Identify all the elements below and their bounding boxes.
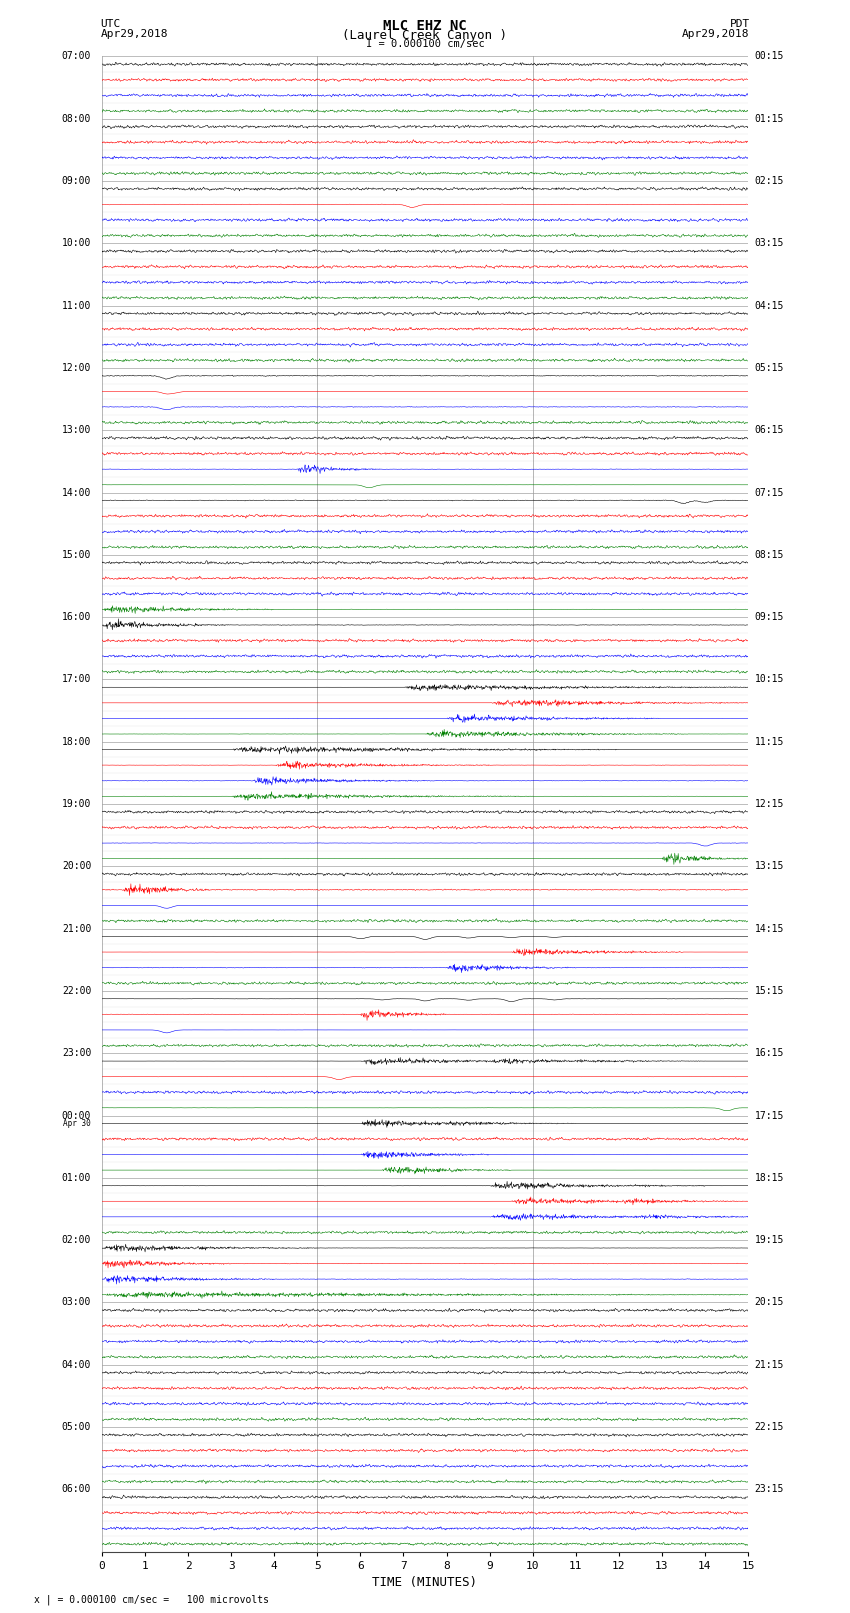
Text: 18:15: 18:15 (755, 1173, 784, 1182)
Text: 18:00: 18:00 (62, 737, 91, 747)
Text: 07:00: 07:00 (62, 52, 91, 61)
Text: 12:15: 12:15 (755, 798, 784, 810)
Text: 03:15: 03:15 (755, 239, 784, 248)
Text: 20:15: 20:15 (755, 1297, 784, 1308)
Text: Apr 30: Apr 30 (64, 1119, 91, 1127)
Text: MLC EHZ NC: MLC EHZ NC (383, 19, 467, 34)
Text: 14:15: 14:15 (755, 924, 784, 934)
Text: 00:00: 00:00 (62, 1111, 91, 1121)
Text: 04:15: 04:15 (755, 300, 784, 311)
Text: 21:00: 21:00 (62, 924, 91, 934)
Text: 11:00: 11:00 (62, 300, 91, 311)
Text: 15:15: 15:15 (755, 986, 784, 995)
Text: 09:00: 09:00 (62, 176, 91, 185)
Text: 01:15: 01:15 (755, 115, 784, 124)
Text: 15:00: 15:00 (62, 550, 91, 560)
Text: 16:15: 16:15 (755, 1048, 784, 1058)
Text: 02:15: 02:15 (755, 176, 784, 185)
Text: 11:15: 11:15 (755, 737, 784, 747)
X-axis label: TIME (MINUTES): TIME (MINUTES) (372, 1576, 478, 1589)
Text: Apr29,2018: Apr29,2018 (683, 29, 750, 39)
Text: 14:00: 14:00 (62, 487, 91, 497)
Text: 23:15: 23:15 (755, 1484, 784, 1494)
Text: 13:00: 13:00 (62, 426, 91, 436)
Text: 02:00: 02:00 (62, 1236, 91, 1245)
Text: (Laurel Creek Canyon ): (Laurel Creek Canyon ) (343, 29, 507, 42)
Text: 13:15: 13:15 (755, 861, 784, 871)
Text: Apr29,2018: Apr29,2018 (100, 29, 167, 39)
Text: PDT: PDT (729, 19, 750, 29)
Text: 17:15: 17:15 (755, 1111, 784, 1121)
Text: 03:00: 03:00 (62, 1297, 91, 1308)
Text: 06:00: 06:00 (62, 1484, 91, 1494)
Text: 06:15: 06:15 (755, 426, 784, 436)
Text: I = 0.000100 cm/sec: I = 0.000100 cm/sec (366, 39, 484, 48)
Text: 05:00: 05:00 (62, 1423, 91, 1432)
Text: 10:15: 10:15 (755, 674, 784, 684)
Text: 21:15: 21:15 (755, 1360, 784, 1369)
Text: 17:00: 17:00 (62, 674, 91, 684)
Text: 00:15: 00:15 (755, 52, 784, 61)
Text: 09:15: 09:15 (755, 613, 784, 623)
Text: 07:15: 07:15 (755, 487, 784, 497)
Text: 19:00: 19:00 (62, 798, 91, 810)
Text: 16:00: 16:00 (62, 613, 91, 623)
Text: 12:00: 12:00 (62, 363, 91, 373)
Text: 01:00: 01:00 (62, 1173, 91, 1182)
Text: 08:15: 08:15 (755, 550, 784, 560)
Text: x | = 0.000100 cm/sec =   100 microvolts: x | = 0.000100 cm/sec = 100 microvolts (34, 1594, 269, 1605)
Text: 23:00: 23:00 (62, 1048, 91, 1058)
Text: 20:00: 20:00 (62, 861, 91, 871)
Text: 08:00: 08:00 (62, 115, 91, 124)
Text: 05:15: 05:15 (755, 363, 784, 373)
Text: 22:15: 22:15 (755, 1423, 784, 1432)
Text: 19:15: 19:15 (755, 1236, 784, 1245)
Text: 04:00: 04:00 (62, 1360, 91, 1369)
Text: UTC: UTC (100, 19, 121, 29)
Text: 22:00: 22:00 (62, 986, 91, 995)
Text: 10:00: 10:00 (62, 239, 91, 248)
